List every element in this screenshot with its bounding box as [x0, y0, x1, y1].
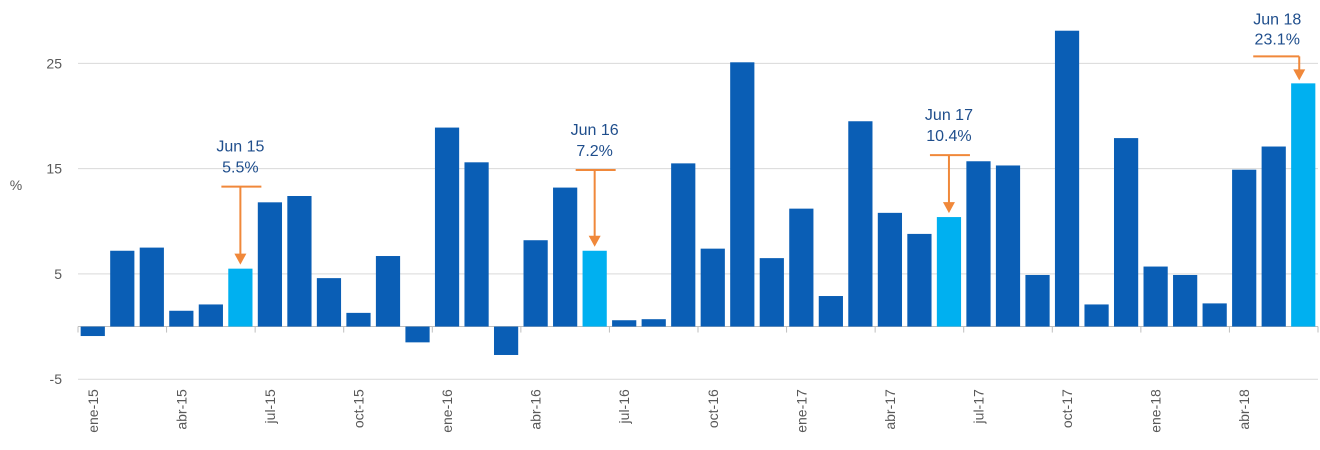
bar [1261, 146, 1286, 327]
bar [80, 326, 105, 337]
bar [966, 161, 991, 327]
x-tick-label: abr-15 [173, 389, 189, 430]
bar [582, 250, 607, 327]
bar [995, 165, 1021, 327]
bar [523, 240, 548, 327]
bar [612, 320, 637, 327]
bar [1291, 83, 1316, 327]
bar [936, 217, 962, 327]
annotation-arrowhead [234, 253, 247, 265]
x-tick-label: ene-16 [439, 389, 455, 433]
x-tick-label: abr-16 [528, 389, 544, 430]
annotation-title: Jun 15 [216, 139, 264, 156]
annotation-title: Jun 18 [1253, 11, 1301, 28]
bar [198, 304, 223, 327]
bar [464, 162, 489, 327]
bar [553, 187, 578, 327]
bar [257, 202, 283, 327]
value-label: 7.2% [576, 143, 612, 160]
x-tick-label: oct-15 [350, 389, 366, 428]
bar [1113, 138, 1139, 327]
bar [434, 127, 460, 327]
bar [169, 310, 194, 327]
annotation-arrowhead [1293, 69, 1306, 81]
bar [287, 196, 312, 327]
bar [110, 250, 135, 327]
bar [671, 163, 696, 327]
x-tick-label: abr-17 [882, 389, 898, 430]
annotation-title: Jun 16 [571, 122, 619, 139]
bar [848, 121, 873, 327]
bar [700, 248, 725, 327]
bar [789, 208, 814, 327]
annotation-arrowhead [942, 202, 955, 214]
bar [1202, 303, 1227, 327]
x-tick-label: jul-17 [970, 389, 986, 424]
annotation-arrowhead [588, 235, 601, 247]
x-tick-label: oct-17 [1059, 389, 1075, 428]
bar [877, 212, 903, 327]
bar [759, 258, 784, 327]
value-label: 23.1% [1255, 31, 1300, 48]
y-axis-label: % [10, 177, 22, 193]
bar [405, 326, 430, 343]
value-label: 10.4% [926, 128, 971, 145]
bar [1025, 274, 1050, 327]
x-tick-label: ene-15 [85, 389, 101, 433]
x-tick-label: abr-18 [1236, 389, 1252, 430]
annotation-title: Jun 17 [925, 107, 973, 124]
bar [818, 296, 843, 327]
x-tick-label: jul-16 [616, 389, 632, 424]
bar [1084, 304, 1109, 327]
bar [316, 278, 342, 327]
bar [228, 268, 253, 327]
y-tick-label: 15 [46, 161, 62, 177]
bar [907, 233, 932, 327]
y-tick-label: 5 [54, 266, 62, 282]
x-tick-label: ene-17 [793, 389, 809, 433]
bar [493, 326, 519, 355]
bar [375, 256, 401, 327]
y-tick-label: -5 [50, 371, 63, 387]
bar [1054, 30, 1080, 327]
x-tick-label: jul-15 [262, 389, 278, 424]
x-tick-label: oct-16 [705, 389, 721, 428]
bar [730, 62, 755, 327]
bar [139, 247, 164, 327]
x-tick-label: ene-18 [1148, 389, 1164, 433]
bar [1232, 169, 1257, 327]
value-label: 5.5% [222, 160, 258, 177]
bar [641, 319, 666, 327]
bar [1173, 274, 1198, 327]
bar [346, 312, 371, 327]
bar [1143, 266, 1168, 327]
y-tick-label: 25 [46, 55, 62, 71]
